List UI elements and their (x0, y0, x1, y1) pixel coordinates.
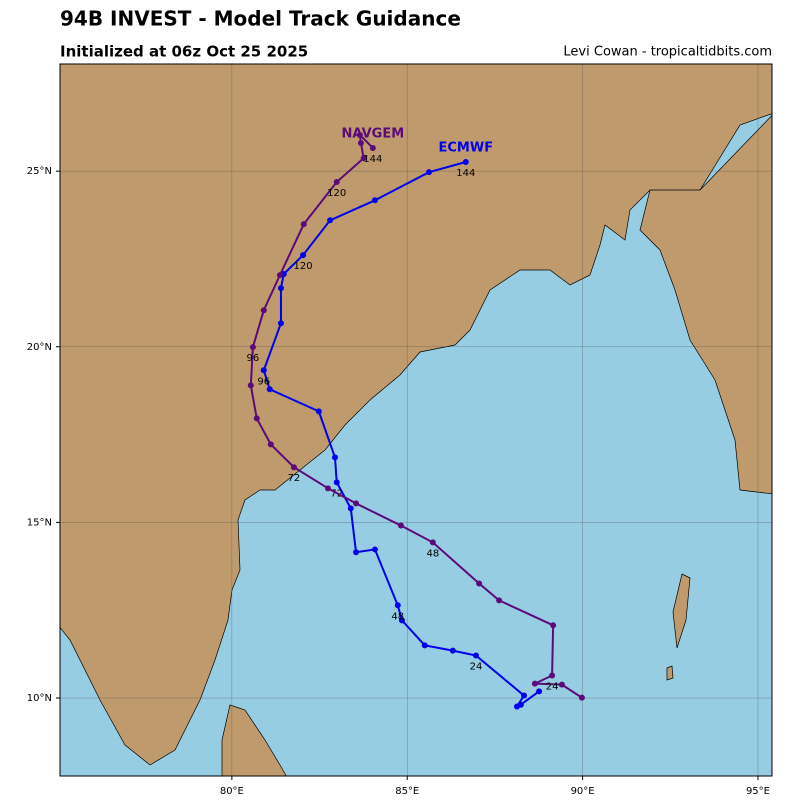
track-point (300, 221, 307, 228)
track-point (253, 415, 260, 422)
hour-label: 48 (391, 611, 404, 622)
hour-label: 24 (470, 662, 483, 673)
y-tick-label: 10°N (27, 693, 52, 704)
track-point (371, 546, 378, 553)
track-point (536, 688, 543, 695)
hour-label: 24 (546, 682, 559, 693)
hour-label: 120 (294, 261, 313, 272)
track-point (521, 692, 528, 699)
track-point (514, 703, 521, 710)
track-point (549, 672, 556, 679)
x-tick-label: 85°E (395, 786, 419, 797)
hour-label: 144 (363, 154, 382, 165)
track-point (397, 522, 404, 529)
y-tick-label: 25°N (27, 166, 52, 177)
track-point (276, 272, 283, 279)
track-point (267, 441, 274, 448)
track-point (266, 386, 273, 393)
track-point (331, 454, 338, 461)
track-point (327, 217, 334, 224)
track-point (369, 144, 376, 151)
chart-subtitle: Initialized at 06z Oct 25 2025 (60, 43, 308, 61)
x-tick-label: 80°E (220, 786, 244, 797)
land-india (60, 64, 772, 766)
track-line (249, 132, 583, 699)
hour-label: 120 (327, 188, 346, 199)
land-myanmar (639, 114, 772, 495)
x-tick-label: 90°E (571, 786, 595, 797)
x-tick-label: 95°E (746, 786, 770, 797)
plot-layer: 80°E 85°E 90°E 95°E 10°N 15°N 20°N 25°N 24 48 72 96… (27, 64, 772, 797)
track-point (558, 681, 565, 688)
track-point (290, 464, 297, 471)
track-point (347, 505, 354, 512)
track-point (277, 320, 284, 327)
track-point (394, 602, 401, 609)
land-andaman (672, 573, 691, 649)
track-point (277, 285, 284, 292)
hour-label: 72 (288, 473, 301, 484)
chart-title: 94B INVEST - Model Track Guidance (60, 7, 461, 31)
track-point (578, 694, 585, 701)
map (60, 64, 772, 776)
y-tick-label: 15°N (27, 517, 52, 528)
track-point (425, 169, 432, 176)
hour-label: 96 (247, 353, 260, 364)
credit: Levi Cowan - tropicaltidbits.com (563, 45, 772, 60)
track-point (356, 131, 363, 138)
hour-label: 96 (257, 376, 270, 387)
y-tick-label: 20°N (27, 342, 52, 353)
track-point (324, 485, 331, 492)
track-point (333, 179, 340, 186)
track-point (260, 367, 267, 374)
track-point (496, 597, 503, 604)
track-point (333, 479, 340, 486)
track-point (371, 197, 378, 204)
track-point (398, 617, 405, 624)
track-point (550, 622, 557, 629)
track-point (315, 408, 322, 415)
track-point (462, 159, 469, 166)
track-point (357, 140, 364, 147)
track-point (247, 382, 254, 389)
track-point (531, 680, 538, 687)
hour-label: 144 (456, 168, 475, 179)
track-point (260, 307, 267, 314)
land-nicobar (666, 665, 674, 681)
plot-frame (59, 63, 773, 777)
track-point (353, 500, 360, 507)
track-point (300, 252, 307, 259)
legend-label: NAVGEM (342, 126, 405, 141)
track-point (249, 344, 256, 351)
track-point (353, 549, 360, 556)
track-point (429, 539, 436, 546)
track-point (472, 652, 479, 659)
track-point (476, 580, 483, 587)
legend-label: ECMWF (439, 141, 494, 156)
track-point (449, 647, 456, 654)
track-point (421, 642, 428, 649)
track-point (360, 155, 367, 162)
hour-label: 48 (426, 548, 439, 559)
